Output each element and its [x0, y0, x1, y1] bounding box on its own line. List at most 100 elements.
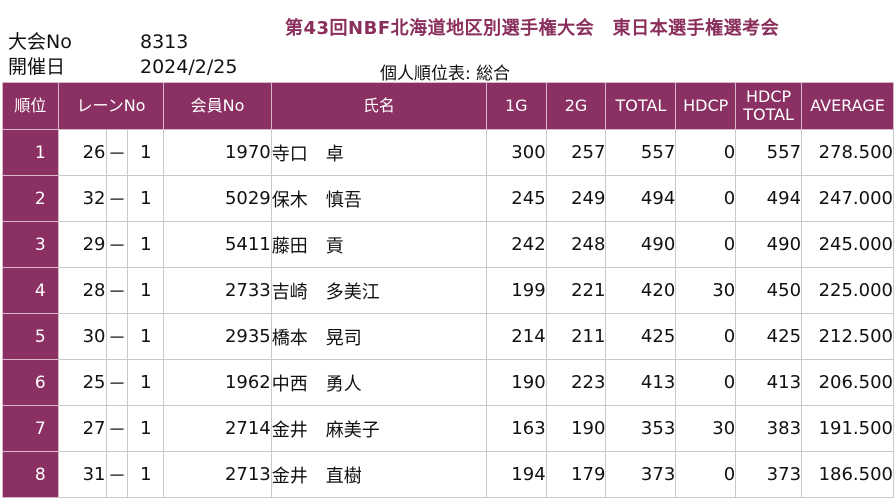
cell-hdcp: 30 — [675, 267, 737, 314]
cell-total: 557 — [605, 129, 677, 176]
cell-average: 247.000 — [801, 175, 894, 222]
cell-lane: 25 — [57, 359, 107, 406]
cell-lane-box: 1 — [127, 359, 165, 406]
cell-lane: 30 — [57, 313, 107, 360]
date-label: 開催日 — [8, 56, 66, 78]
col-header-hdcp: HDCP — [675, 82, 737, 130]
cell-2g: 257 — [545, 129, 607, 176]
cell-hdcp: 0 — [675, 129, 737, 176]
col-header-lane: レーンNo — [57, 82, 165, 130]
cell-name: 寺口 卓 — [270, 129, 487, 176]
table-row: 1 26 － 1 1970 寺口 卓 300 257 557 0 557 278.500 — [2, 129, 894, 176]
cell-rank: 1 — [2, 129, 59, 176]
cell-2g: 190 — [545, 405, 607, 452]
cell-1g: 242 — [485, 221, 547, 268]
cell-hdcp-total: 490 — [735, 221, 803, 268]
cell-lane-dash: － — [105, 451, 129, 498]
cell-rank: 4 — [2, 267, 59, 314]
event-no-value: 8313 — [140, 31, 189, 53]
cell-member-no: 1962 — [163, 359, 272, 406]
cell-1g: 190 — [485, 359, 547, 406]
cell-1g: 300 — [485, 129, 547, 176]
cell-1g: 245 — [485, 175, 547, 222]
cell-lane-box: 1 — [127, 405, 165, 452]
table-row: 7 27 － 1 2714 金井 麻美子 163 190 353 30 383 191.500 — [2, 405, 894, 452]
cell-lane-dash: － — [105, 313, 129, 360]
cell-member-no: 2713 — [163, 451, 272, 498]
cell-total: 373 — [605, 451, 677, 498]
cell-member-no: 5029 — [163, 175, 272, 222]
cell-total: 490 — [605, 221, 677, 268]
cell-rank: 6 — [2, 359, 59, 406]
cell-hdcp: 0 — [675, 175, 737, 222]
cell-lane-dash: － — [105, 129, 129, 176]
date-value: 2024/2/25 — [140, 56, 238, 78]
table-row: 5 30 － 1 2935 橋本 晃司 214 211 425 0 425 212.500 — [2, 313, 894, 360]
cell-lane: 31 — [57, 451, 107, 498]
table-row: 4 28 － 1 2733 吉崎 多美江 199 221 420 30 450 225.000 — [2, 267, 894, 314]
cell-lane: 26 — [57, 129, 107, 176]
cell-rank: 2 — [2, 175, 59, 222]
col-header-hdcp-total: HDCP TOTAL — [735, 82, 803, 130]
cell-lane: 29 — [57, 221, 107, 268]
cell-name: 藤田 貢 — [270, 221, 487, 268]
table-header-row: 順位 レーンNo 会員No 氏名 1G 2G TOTAL HDCP HDCP TO… — [2, 82, 894, 130]
cell-lane-box: 1 — [127, 267, 165, 314]
cell-total: 425 — [605, 313, 677, 360]
cell-lane-box: 1 — [127, 221, 165, 268]
cell-lane-dash: － — [105, 175, 129, 222]
col-header-hdcp-total-line1: HDCP — [746, 86, 792, 106]
cell-rank: 3 — [2, 221, 59, 268]
page-subtitle: 個人順位表: 総合 — [380, 64, 511, 84]
cell-lane-dash: － — [105, 221, 129, 268]
col-header-1g: 1G — [485, 82, 547, 130]
cell-hdcp: 30 — [675, 405, 737, 452]
cell-rank: 8 — [2, 451, 59, 498]
cell-total: 413 — [605, 359, 677, 406]
cell-name: 保木 慎吾 — [270, 175, 487, 222]
cell-average: 186.500 — [801, 451, 894, 498]
col-header-average: AVERAGE — [801, 82, 894, 130]
cell-name: 吉崎 多美江 — [270, 267, 487, 314]
cell-name: 橋本 晃司 — [270, 313, 487, 360]
cell-lane-box: 1 — [127, 313, 165, 360]
cell-member-no: 1970 — [163, 129, 272, 176]
cell-lane-box: 1 — [127, 175, 165, 222]
cell-average: 212.500 — [801, 313, 894, 360]
cell-1g: 199 — [485, 267, 547, 314]
cell-2g: 211 — [545, 313, 607, 360]
cell-average: 225.000 — [801, 267, 894, 314]
cell-hdcp-total: 373 — [735, 451, 803, 498]
cell-hdcp: 0 — [675, 451, 737, 498]
cell-hdcp-total: 494 — [735, 175, 803, 222]
col-header-rank: 順位 — [2, 82, 59, 130]
cell-name: 中西 勇人 — [270, 359, 487, 406]
cell-average: 245.000 — [801, 221, 894, 268]
cell-average: 278.500 — [801, 129, 894, 176]
cell-2g: 249 — [545, 175, 607, 222]
cell-lane-dash: － — [105, 267, 129, 314]
cell-total: 494 — [605, 175, 677, 222]
cell-hdcp: 0 — [675, 313, 737, 360]
cell-total: 353 — [605, 405, 677, 452]
cell-average: 206.500 — [801, 359, 894, 406]
cell-lane-dash: － — [105, 359, 129, 406]
cell-average: 191.500 — [801, 405, 894, 452]
cell-rank: 5 — [2, 313, 59, 360]
cell-member-no: 2733 — [163, 267, 272, 314]
table-row: 3 29 － 1 5411 藤田 貢 242 248 490 0 490 245.000 — [2, 221, 894, 268]
col-header-member: 会員No — [163, 82, 272, 130]
col-header-name: 氏名 — [270, 82, 487, 130]
cell-2g: 179 — [545, 451, 607, 498]
cell-lane: 27 — [57, 405, 107, 452]
page-title: 第43回NBF北海道地区別選手権大会 東日本選手権選考会 — [285, 18, 780, 39]
cell-hdcp-total: 557 — [735, 129, 803, 176]
cell-lane: 28 — [57, 267, 107, 314]
cell-hdcp-total: 425 — [735, 313, 803, 360]
cell-rank: 7 — [2, 405, 59, 452]
cell-lane-box: 1 — [127, 451, 165, 498]
cell-member-no: 2935 — [163, 313, 272, 360]
table-row: 8 31 － 1 2713 金井 直樹 194 179 373 0 373 186.500 — [2, 451, 894, 498]
cell-hdcp-total: 383 — [735, 405, 803, 452]
cell-lane-dash: － — [105, 405, 129, 452]
